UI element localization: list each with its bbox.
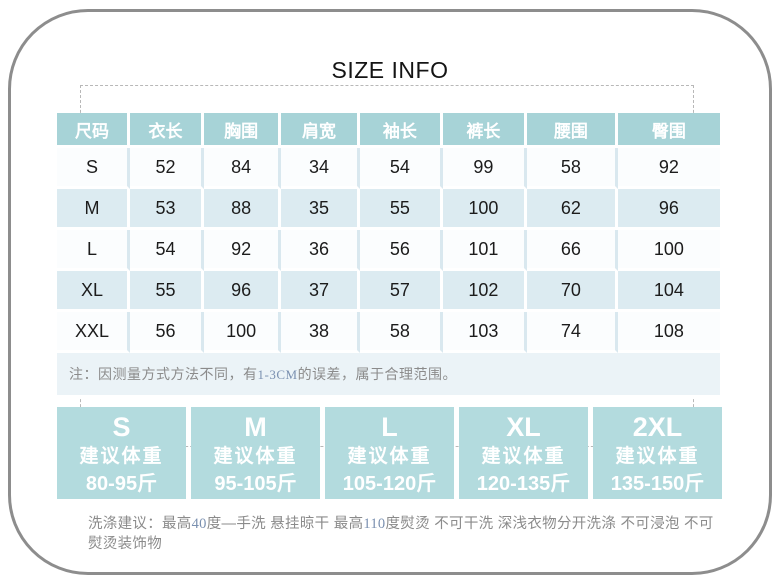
weight-block-label: 建议体重 [347, 446, 432, 467]
cell-value: 84 [204, 148, 282, 189]
cell-value: 34 [281, 148, 360, 189]
cell-value: 56 [359, 230, 443, 271]
weight-block-size: M [244, 412, 267, 442]
size-table-header-row: 尺码 衣长 胸围 肩宽 袖长 裤长 腰围 臀围 [57, 113, 720, 148]
weight-block-size: S [112, 412, 131, 442]
weight-block-xl: XL 建议体重 120-135斤 [459, 407, 588, 499]
cell-value: 100 [442, 189, 528, 230]
cell-value: 88 [204, 189, 282, 230]
cell-value: 99 [442, 148, 528, 189]
cell-value: 103 [442, 312, 528, 353]
header-shoulder: 肩宽 [281, 113, 360, 148]
cell-value: 96 [617, 189, 720, 230]
care-temp-2: 110 [363, 516, 386, 532]
header-garment-length: 衣长 [129, 113, 205, 148]
cell-value: 52 [129, 148, 205, 189]
weight-block-size: 2XL [632, 412, 683, 442]
cell-value: 100 [204, 312, 282, 353]
care-prefix: 洗涤建议：最高 [88, 516, 192, 532]
cell-size: XXL [57, 312, 130, 353]
cell-value: 56 [129, 312, 205, 353]
cell-value: 58 [527, 148, 618, 189]
measurement-note: 注：因测量方式方法不同，有1-3CM的误差，属于合理范围。 [57, 353, 720, 398]
cell-value: 55 [359, 189, 443, 230]
cell-value: 70 [527, 271, 618, 312]
weight-block-label: 建议体重 [615, 446, 700, 467]
weight-block-range: 120-135斤 [476, 473, 571, 495]
weight-block-label: 建议体重 [481, 446, 566, 467]
table-row-m: M 53 88 35 55 100 62 96 [57, 189, 720, 230]
header-hip: 臀围 [617, 113, 720, 148]
cell-value: 58 [359, 312, 443, 353]
cell-value: 74 [527, 312, 618, 353]
note-suffix: 的误差，属于合理范围。 [297, 366, 458, 382]
cell-value: 102 [442, 271, 528, 312]
cell-value: 37 [281, 271, 360, 312]
table-row-s: S 52 84 34 54 99 58 92 [57, 148, 720, 189]
cell-value: 55 [129, 271, 205, 312]
weight-block-label: 建议体重 [213, 446, 298, 467]
care-temp-1: 40 [191, 516, 207, 532]
weight-block-l: L 建议体重 105-120斤 [325, 407, 454, 499]
note-prefix: 注：因测量方式方法不同，有 [69, 366, 258, 382]
weight-block-range: 80-95斤 [85, 473, 158, 495]
weight-block-label: 建议体重 [79, 446, 164, 467]
cell-value: 92 [204, 230, 282, 271]
weight-block-2xl: 2XL 建议体重 135-150斤 [593, 407, 722, 499]
cell-value: 38 [281, 312, 360, 353]
weight-block-range: 105-120斤 [342, 473, 437, 495]
cell-value: 54 [359, 148, 443, 189]
header-waist: 腰围 [527, 113, 618, 148]
table-row-xl: XL 55 96 37 57 102 70 104 [57, 271, 720, 312]
weight-block-range: 95-105斤 [214, 473, 297, 495]
cell-value: 100 [617, 230, 720, 271]
cell-value: 101 [442, 230, 528, 271]
weight-block-m: M 建议体重 95-105斤 [191, 407, 320, 499]
header-size: 尺码 [57, 113, 130, 148]
care-mid: 度—手洗 悬挂晾干 最高 [206, 516, 364, 532]
cell-value: 53 [129, 189, 205, 230]
weight-block-size: L [381, 412, 398, 442]
cell-value: 35 [281, 189, 360, 230]
cell-size: M [57, 189, 130, 230]
cell-value: 54 [129, 230, 205, 271]
cell-value: 92 [617, 148, 720, 189]
care-suffix: 度熨烫 不可干洗 深浅衣物分开洗涤 不可浸泡 不可熨烫装饰物 [88, 516, 714, 552]
table-row-xxl: XXL 56 100 38 58 103 74 108 [57, 312, 720, 353]
header-pants-length: 裤长 [442, 113, 528, 148]
care-instructions: 洗涤建议：最高40度—手洗 悬挂晾干 最高110度熨烫 不可干洗 深浅衣物分开洗… [88, 514, 726, 554]
weight-block-s: S 建议体重 80-95斤 [57, 407, 186, 499]
weight-recommendation-blocks: S 建议体重 80-95斤 M 建议体重 95-105斤 L 建议体重 105-… [57, 407, 722, 499]
note-tolerance-value: 1-3CM [257, 367, 298, 382]
cell-size: XL [57, 271, 130, 312]
cell-value: 96 [204, 271, 282, 312]
table-row-l: L 54 92 36 56 101 66 100 [57, 230, 720, 271]
cell-value: 36 [281, 230, 360, 271]
table-note-row: 注：因测量方式方法不同，有1-3CM的误差，属于合理范围。 [57, 353, 720, 398]
cell-size: S [57, 148, 130, 189]
weight-block-range: 135-150斤 [610, 473, 705, 495]
page-title: SIZE INFO [331, 57, 449, 83]
cell-size: L [57, 230, 130, 271]
cell-value: 57 [359, 271, 443, 312]
cell-value: 104 [617, 271, 720, 312]
header-sleeve: 袖长 [359, 113, 443, 148]
size-table: 尺码 衣长 胸围 肩宽 袖长 裤长 腰围 臀围 S 52 84 34 54 99… [57, 113, 720, 398]
cell-value: 108 [617, 312, 720, 353]
cell-value: 62 [527, 189, 618, 230]
weight-block-size: XL [506, 412, 541, 442]
header-bust: 胸围 [204, 113, 282, 148]
cell-value: 66 [527, 230, 618, 271]
